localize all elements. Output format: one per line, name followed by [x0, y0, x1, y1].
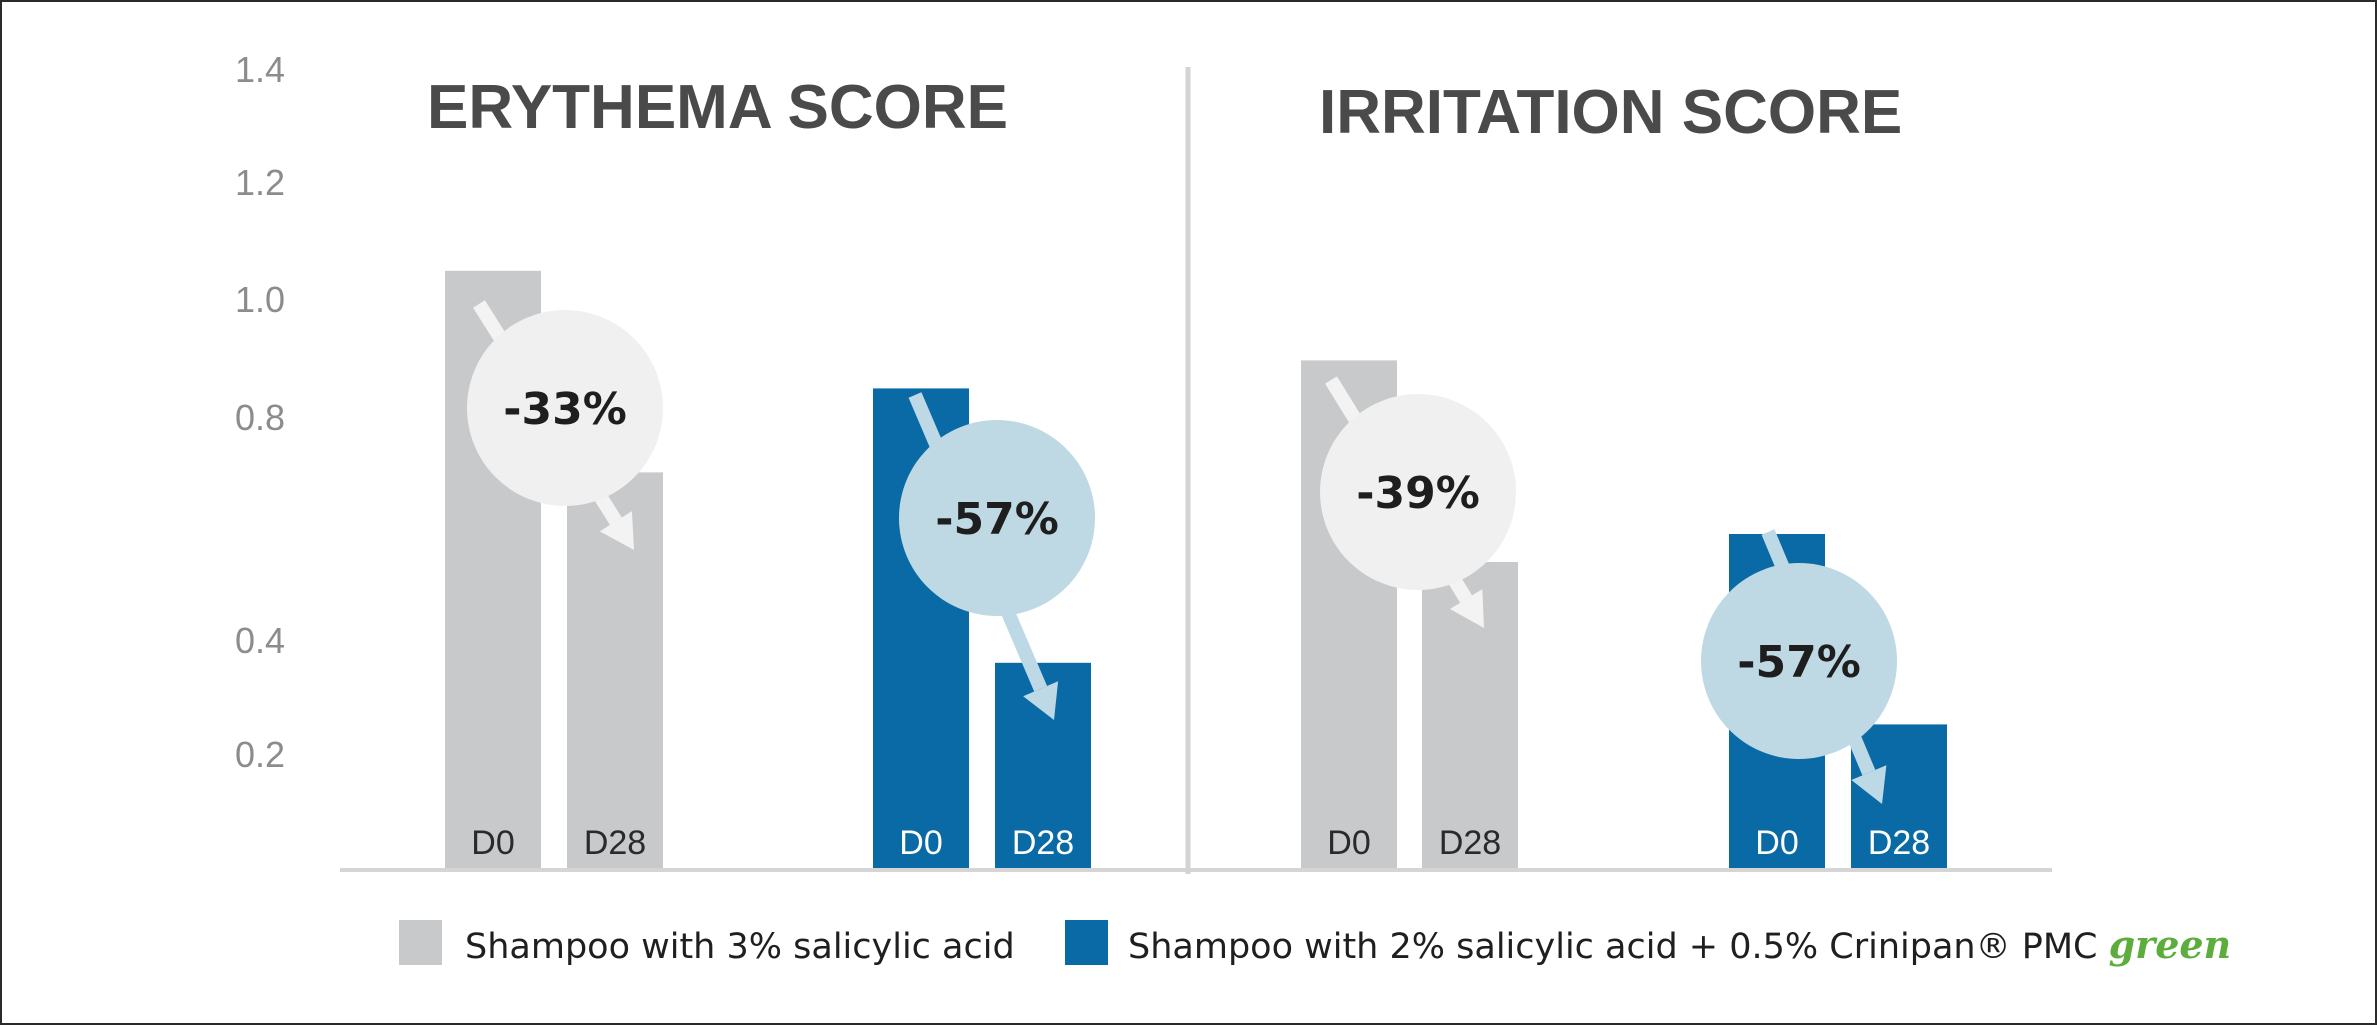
y-tick-label: 0.4 — [235, 620, 285, 661]
legend: Shampoo with 3% salicylic acid Shampoo wi… — [399, 920, 2231, 967]
legend-label: Shampoo with 2% salicylic acid + 0.5% Cr… — [1128, 922, 2231, 967]
bar-category-label: D28 — [584, 824, 646, 862]
arrow-head — [1851, 765, 1887, 804]
panel-irritation: IRRITATION SCORE D0 D28 -39% D0 D28 -57% — [1301, 78, 1947, 870]
bar-group: D0 D28 -39% — [1301, 360, 1518, 870]
legend-swatch — [1065, 920, 1108, 965]
y-axis: 1.4 1.2 1.0 0.8 0.4 0.2 — [235, 49, 285, 775]
bar-group: D0 D28 -33% — [445, 270, 663, 870]
panel-title: ERYTHEMA SCORE — [427, 73, 1008, 142]
bar-category-label: D28 — [1439, 824, 1501, 862]
y-tick-label: 0.2 — [235, 734, 285, 775]
change-percent-label: -33% — [503, 384, 627, 435]
arrow-head — [599, 511, 634, 550]
arrow-head — [1023, 681, 1059, 720]
bar-category-label: D28 — [1868, 824, 1930, 862]
change-bubble — [899, 420, 1095, 616]
change-bubble — [1320, 394, 1516, 590]
change-bubble — [467, 310, 663, 506]
y-tick-label: 1.0 — [235, 279, 285, 320]
bar-category-label: D0 — [1327, 824, 1370, 862]
panel-title: IRRITATION SCORE — [1319, 78, 1902, 147]
bar-category-label: D0 — [471, 824, 514, 862]
bar-group: D0 D28 -57% — [873, 388, 1095, 870]
legend-green-word: green — [2109, 922, 2232, 967]
legend-item: Shampoo with 3% salicylic acid — [399, 920, 1015, 967]
change-percent-label: -39% — [1356, 468, 1480, 519]
bar-group: D0 D28 -57% — [1701, 529, 1947, 870]
y-tick-label: 1.4 — [235, 49, 285, 90]
y-tick-label: 1.2 — [235, 162, 285, 203]
legend-item: Shampoo with 2% salicylic acid + 0.5% Cr… — [1065, 920, 2231, 967]
legend-swatch — [399, 920, 442, 965]
arrow-head — [1449, 589, 1484, 628]
bar — [1851, 724, 1947, 870]
panel-erythema: ERYTHEMA SCORE D0 D28 -33% D0 D28 -57% — [427, 73, 1095, 870]
change-percent-label: -57% — [935, 494, 1059, 545]
bar-category-label: D28 — [1012, 824, 1074, 862]
bar-category-label: D0 — [1755, 824, 1798, 862]
legend-label: Shampoo with 3% salicylic acid — [465, 927, 1015, 967]
y-tick-label: 0.8 — [235, 397, 285, 438]
bar-category-label: D0 — [899, 824, 942, 862]
change-bubble — [1701, 563, 1897, 759]
change-percent-label: -57% — [1737, 637, 1861, 688]
